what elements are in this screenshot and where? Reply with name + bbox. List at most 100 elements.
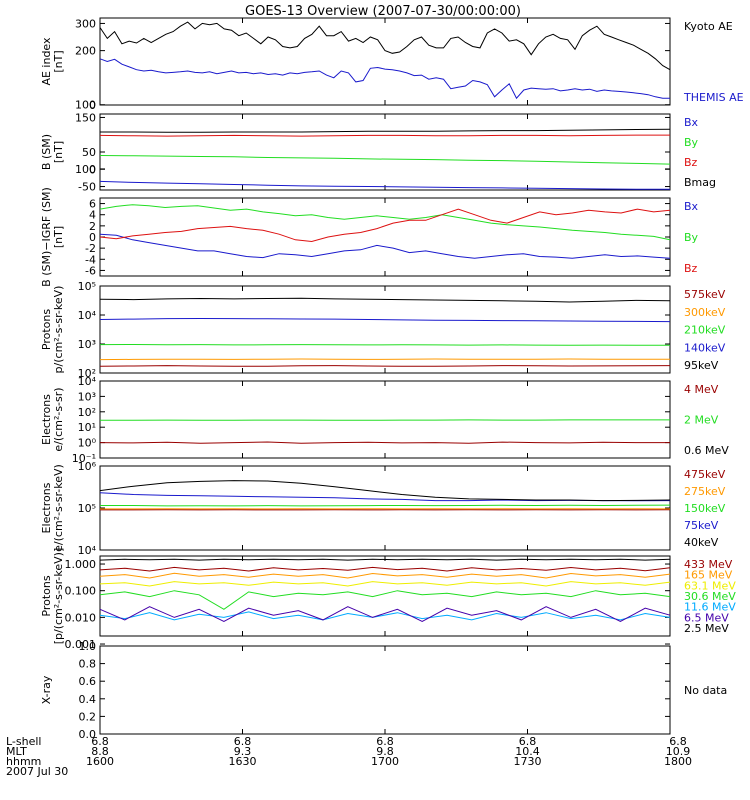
legend-label: Bx (684, 116, 699, 129)
legend-label: 140keV (684, 341, 726, 354)
legend-label: 11.6 MeV (684, 601, 736, 614)
legend-label: 300keV (684, 306, 726, 319)
y-axis-label: [p/(cm²-s-sr-keV)] (52, 548, 65, 645)
series-line-63.1-mev (99, 572, 671, 579)
y-tick-label: 10³ (78, 338, 96, 351)
legend-label: 433 MeV (684, 558, 733, 571)
series-line-bz (99, 134, 670, 137)
series-line-11.6-mev (99, 590, 671, 610)
panel-frame (99, 465, 671, 551)
legend-label: 2.5 MeV (684, 622, 729, 635)
y-tick-label: 100 (75, 163, 96, 176)
y-tick-label: 0 (89, 163, 96, 176)
panel-p2: -50 0 50 100 150 B (SM) [nT] Bx By Bz Bmag (40, 111, 716, 193)
legend-label: No data (684, 684, 727, 697)
y-axis-label: B (SM)−IGRF (SM) (40, 187, 53, 287)
y-axis-label: [nT] (52, 226, 65, 248)
y-tick-label: 10² (78, 367, 96, 380)
y-tick-label: 0 (89, 231, 96, 244)
y-tick-label: 10² (78, 406, 96, 419)
x-tick-label: 1800 (664, 755, 692, 768)
x-tick-label: 9.3 (234, 745, 252, 758)
legend-label: 40keV (684, 536, 719, 549)
y-axis-label: Electrons (40, 482, 53, 533)
panel-p8: 0.0 0.2 0.4 0.6 0.8 1.0 X-ray No data (40, 640, 727, 741)
y-tick-label: 10¹ (78, 421, 96, 434)
x-tick-label: 1700 (371, 755, 399, 768)
legend-label: 275keV (684, 485, 726, 498)
series-line-bmag (100, 128, 671, 133)
legend-label: 63.1 MeV (684, 579, 736, 592)
y-tick-label: 150 (75, 111, 96, 124)
y-tick-label: 1.0 (79, 640, 97, 653)
y-tick-label: -6 (85, 264, 96, 277)
y-axis-label: Protons (40, 309, 53, 350)
y-tick-label: 50 (82, 146, 96, 159)
y-tick-label: 10⁵ (78, 502, 96, 515)
panel-frame (99, 197, 671, 277)
x-tick-label: 6.8 (376, 735, 394, 748)
panel-p4: 10² 10³ 10⁴ 10⁵ Protons p/(cm²-s-sr-keV) 575ke… (40, 280, 726, 380)
y-axis-label: p/(cm²-s-sr-keV) (52, 286, 65, 374)
y-axis-label: AE index (40, 37, 53, 86)
legend-label: 165 MeV (684, 569, 733, 582)
x-axis-row-label: 2007 Jul 30 (6, 765, 68, 778)
series-line-210kev (99, 343, 671, 346)
y-tick-label: 10⁰ (78, 437, 97, 450)
legend-label: 2 MeV (684, 414, 719, 427)
series-line-575kev (99, 365, 671, 367)
series-line-433-mev (99, 558, 671, 561)
legend-label: THEMIS AE (683, 91, 744, 104)
legend-label: Bx (684, 200, 699, 213)
x-axis-row-label: hhmm (6, 755, 41, 768)
y-tick-label: 200 (75, 45, 96, 58)
series-line-150kev (100, 504, 671, 507)
legend-label: 475keV (684, 468, 726, 481)
legend-label: By (684, 136, 699, 149)
legend-label: 210keV (684, 324, 726, 337)
y-tick-label: 0.4 (79, 693, 97, 706)
y-tick-label: 0.0 (79, 728, 97, 741)
series-line-140kev (99, 317, 671, 323)
y-tick-label: -2 (85, 242, 96, 255)
panel-p5: 10⁻¹ 10⁰ 10¹ 10² 10³ 10⁴ Electrons e/(cm²-s-sr)… (40, 375, 729, 465)
series-line-themis-ae (99, 58, 670, 100)
y-tick-label: 6 (89, 198, 96, 211)
y-tick-label: 10³ (78, 390, 96, 403)
y-axis-label: Protons (40, 575, 53, 616)
series-line-bx (99, 233, 671, 259)
panel-frame (99, 17, 671, 106)
x-tick-label: 1730 (514, 755, 542, 768)
legend-label: 575keV (684, 288, 726, 301)
series-line-165-mev (99, 566, 671, 572)
y-axis-label: [nT] (52, 50, 65, 72)
legend-label: Bmag (684, 176, 716, 189)
y-tick-label: 0.2 (79, 710, 97, 723)
y-tick-label: 0 (89, 99, 96, 112)
series-line-kyoto-ae (99, 21, 671, 71)
series-line-75kev (99, 492, 671, 502)
series-line-300kev (99, 358, 670, 361)
series-line-by (99, 155, 671, 165)
series-line-4-mev (99, 441, 670, 444)
series-line-95kev (99, 297, 671, 303)
legend-label: 6.5 MeV (684, 611, 729, 624)
panel-p7: 0.001 0.010 0.100 1.000 Protons [p/(cm²-s-sr-… (40, 548, 736, 651)
y-tick-label: 10⁻¹ (72, 452, 96, 465)
y-tick-label: 300 (75, 17, 96, 30)
x-axis-row-label: MLT (6, 745, 27, 758)
legend-label: Kyoto AE (684, 20, 733, 33)
x-tick-label: 6.8 (519, 735, 537, 748)
x-tick-label: 6.8 (669, 735, 687, 748)
x-tick-label: 1630 (229, 755, 257, 768)
x-tick-label: 9.8 (376, 745, 394, 758)
y-tick-label: -4 (85, 253, 96, 266)
y-tick-label: 10⁵ (78, 280, 96, 293)
y-tick-label: 10⁴ (78, 544, 97, 557)
series-line-bz (99, 208, 671, 243)
x-tick-label: 10.4 (515, 745, 540, 758)
y-tick-label: 0.010 (65, 611, 97, 624)
